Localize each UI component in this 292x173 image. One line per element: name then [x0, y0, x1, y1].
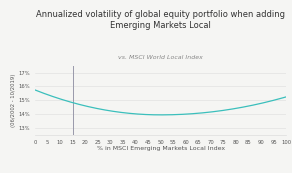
Text: vs. MSCI World Local Index: vs. MSCI World Local Index [118, 55, 203, 60]
X-axis label: % in MSCI Emerging Markets Local Index: % in MSCI Emerging Markets Local Index [97, 146, 225, 151]
Text: Annualized volatility of global equity portfolio when adding
Emerging Markets Lo: Annualized volatility of global equity p… [36, 10, 285, 30]
Y-axis label: (06/2002 - 10/2019): (06/2002 - 10/2019) [11, 74, 16, 127]
